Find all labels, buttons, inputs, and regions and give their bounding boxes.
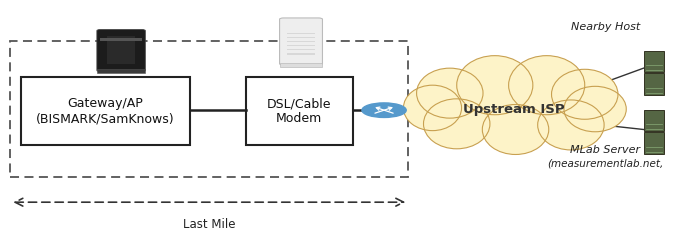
FancyBboxPatch shape	[100, 38, 142, 41]
FancyBboxPatch shape	[246, 77, 353, 145]
FancyBboxPatch shape	[644, 73, 664, 95]
Text: (measurementlab.net,: (measurementlab.net,	[547, 159, 664, 168]
Ellipse shape	[482, 105, 549, 154]
FancyBboxPatch shape	[97, 69, 145, 73]
Text: Upstream ISP: Upstream ISP	[464, 103, 565, 116]
FancyBboxPatch shape	[287, 33, 315, 34]
FancyBboxPatch shape	[644, 132, 664, 154]
FancyBboxPatch shape	[644, 51, 664, 72]
Ellipse shape	[509, 56, 585, 115]
FancyBboxPatch shape	[287, 53, 315, 55]
Circle shape	[362, 103, 406, 117]
Text: Last Mile: Last Mile	[183, 218, 235, 231]
Ellipse shape	[403, 85, 462, 131]
Text: Gateway/AP
(BISMARK/SamKnows): Gateway/AP (BISMARK/SamKnows)	[36, 97, 175, 125]
FancyBboxPatch shape	[97, 30, 145, 72]
Ellipse shape	[564, 86, 626, 132]
FancyBboxPatch shape	[280, 63, 322, 67]
FancyBboxPatch shape	[287, 45, 315, 46]
FancyBboxPatch shape	[287, 37, 315, 38]
Text: Nearby Host: Nearby Host	[571, 22, 640, 32]
Ellipse shape	[439, 86, 592, 127]
Ellipse shape	[424, 99, 490, 149]
FancyBboxPatch shape	[21, 77, 190, 145]
FancyBboxPatch shape	[644, 110, 664, 131]
FancyBboxPatch shape	[287, 41, 315, 42]
FancyBboxPatch shape	[287, 49, 315, 50]
Text: DSL/Cable
Modem: DSL/Cable Modem	[267, 97, 331, 125]
Ellipse shape	[417, 68, 483, 118]
FancyBboxPatch shape	[107, 36, 135, 64]
Ellipse shape	[457, 56, 533, 115]
Ellipse shape	[538, 100, 604, 150]
Ellipse shape	[552, 69, 618, 119]
Text: MLab Server: MLab Server	[570, 145, 641, 155]
FancyBboxPatch shape	[280, 18, 322, 65]
Bar	[10, 41, 408, 177]
